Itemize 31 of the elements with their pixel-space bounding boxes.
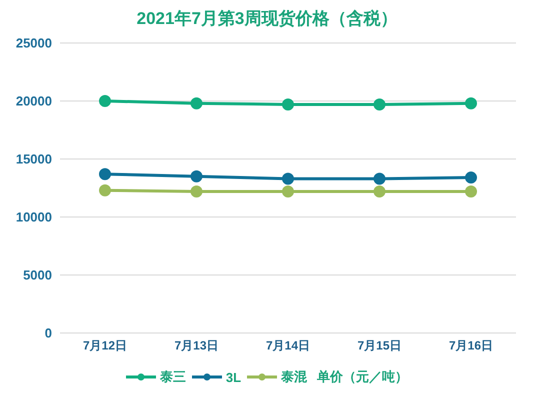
point — [190, 170, 202, 182]
y-tick-label: 25000 — [16, 36, 52, 51]
legend-label: 泰混 — [281, 368, 308, 386]
y-tick-label: 15000 — [16, 152, 52, 167]
point — [190, 185, 202, 198]
legend-label: 3L — [226, 370, 242, 384]
y-tick-label: 10000 — [16, 210, 52, 225]
x-tick-label: 7月15日 — [357, 338, 402, 353]
y-tick-label: 0 — [44, 326, 52, 341]
y-tick-label: 5000 — [23, 268, 52, 283]
point — [99, 184, 111, 196]
point — [374, 98, 386, 110]
point — [282, 98, 294, 110]
point — [99, 95, 111, 107]
point — [465, 97, 477, 110]
point — [465, 172, 477, 184]
point — [374, 185, 386, 198]
x-tick-label: 7月12日 — [82, 338, 128, 353]
point — [374, 172, 386, 185]
x-tick-label: 7月14日 — [266, 338, 310, 353]
legend-label: 泰三 — [160, 368, 186, 386]
point — [190, 97, 202, 110]
y-tick-label: 20000 — [16, 94, 52, 109]
point — [99, 168, 111, 180]
point — [282, 185, 294, 198]
text: 单价（元／吨） — [317, 368, 408, 386]
point — [282, 172, 294, 185]
x-tick-label: 7月16日 — [448, 338, 494, 353]
x-tick-label: 7月13日 — [174, 338, 219, 353]
chart-title: 2021年7月第3周现货价格（含税） — [136, 9, 398, 28]
point — [465, 185, 477, 198]
